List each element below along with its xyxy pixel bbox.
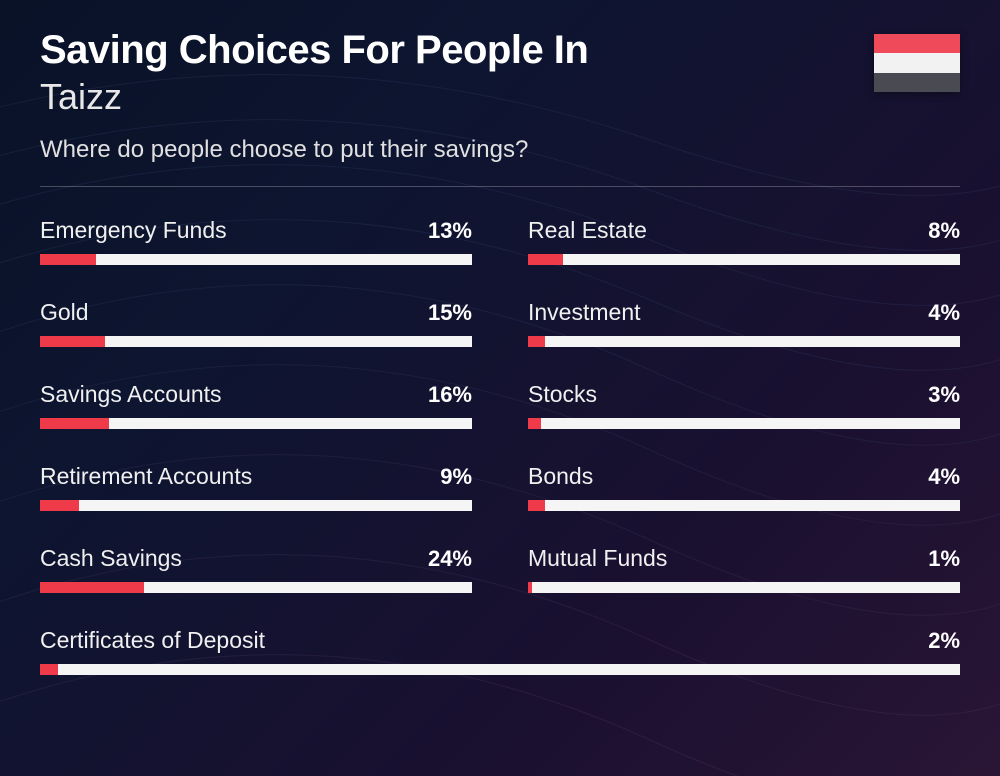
- bar-fill: [40, 418, 109, 429]
- item-head: Retirement Accounts 9%: [40, 463, 472, 490]
- bar-fill: [40, 336, 105, 347]
- savings-item: Investment 4%: [528, 299, 960, 347]
- bar-track: [528, 582, 960, 593]
- savings-item: Gold 15%: [40, 299, 472, 347]
- bar-fill: [528, 582, 532, 593]
- item-value: 1%: [928, 546, 960, 572]
- item-label: Cash Savings: [40, 545, 182, 572]
- item-head: Cash Savings 24%: [40, 545, 472, 572]
- bar-track: [528, 254, 960, 265]
- item-head: Bonds 4%: [528, 463, 960, 490]
- bar-fill: [40, 664, 58, 675]
- flag-icon: [874, 34, 960, 92]
- item-head: Investment 4%: [528, 299, 960, 326]
- item-value: 15%: [428, 300, 472, 326]
- bar-fill: [528, 500, 545, 511]
- item-label: Mutual Funds: [528, 545, 667, 572]
- bar-track: [40, 582, 472, 593]
- item-label: Real Estate: [528, 217, 647, 244]
- item-head: Savings Accounts 16%: [40, 381, 472, 408]
- item-label: Investment: [528, 299, 641, 326]
- location-name: Taizz: [40, 76, 874, 118]
- subtitle: Where do people choose to put their savi…: [40, 136, 874, 164]
- item-label: Retirement Accounts: [40, 463, 252, 490]
- savings-item: Bonds 4%: [528, 463, 960, 511]
- item-value: 3%: [928, 382, 960, 408]
- item-label: Bonds: [528, 463, 593, 490]
- savings-item: Certificates of Deposit 2%: [40, 627, 960, 675]
- item-head: Mutual Funds 1%: [528, 545, 960, 572]
- savings-item: Savings Accounts 16%: [40, 381, 472, 429]
- bar-track: [40, 254, 472, 265]
- bar-fill: [40, 254, 96, 265]
- savings-item: Real Estate 8%: [528, 217, 960, 265]
- savings-item: Retirement Accounts 9%: [40, 463, 472, 511]
- bar-fill: [528, 336, 545, 347]
- savings-item: Cash Savings 24%: [40, 545, 472, 593]
- divider: [40, 186, 960, 187]
- item-value: 9%: [440, 464, 472, 490]
- item-label: Certificates of Deposit: [40, 627, 265, 654]
- savings-item: Stocks 3%: [528, 381, 960, 429]
- item-head: Emergency Funds 13%: [40, 217, 472, 244]
- bar-fill: [528, 418, 541, 429]
- item-head: Stocks 3%: [528, 381, 960, 408]
- bar-fill: [528, 254, 563, 265]
- flag-stripe: [874, 34, 960, 53]
- item-value: 4%: [928, 300, 960, 326]
- bar-track: [528, 500, 960, 511]
- item-value: 2%: [928, 628, 960, 654]
- bar-track: [40, 664, 960, 675]
- item-head: Certificates of Deposit 2%: [40, 627, 960, 654]
- savings-item: Mutual Funds 1%: [528, 545, 960, 593]
- item-head: Gold 15%: [40, 299, 472, 326]
- bar-track: [528, 336, 960, 347]
- header: Saving Choices For People In Taizz Where…: [40, 28, 960, 164]
- bar-track: [40, 418, 472, 429]
- item-label: Stocks: [528, 381, 597, 408]
- page-title: Saving Choices For People In: [40, 28, 874, 72]
- item-value: 16%: [428, 382, 472, 408]
- bar-fill: [40, 582, 144, 593]
- item-label: Gold: [40, 299, 89, 326]
- item-value: 13%: [428, 218, 472, 244]
- item-value: 8%: [928, 218, 960, 244]
- bar-track: [528, 418, 960, 429]
- item-value: 24%: [428, 546, 472, 572]
- item-head: Real Estate 8%: [528, 217, 960, 244]
- flag-stripe: [874, 53, 960, 72]
- bar-fill: [40, 500, 79, 511]
- item-label: Savings Accounts: [40, 381, 222, 408]
- bar-track: [40, 336, 472, 347]
- flag-stripe: [874, 73, 960, 92]
- bar-track: [40, 500, 472, 511]
- item-label: Emergency Funds: [40, 217, 227, 244]
- item-value: 4%: [928, 464, 960, 490]
- savings-item: Emergency Funds 13%: [40, 217, 472, 265]
- savings-grid: Emergency Funds 13% Real Estate 8% Gold 15% In…: [40, 217, 960, 675]
